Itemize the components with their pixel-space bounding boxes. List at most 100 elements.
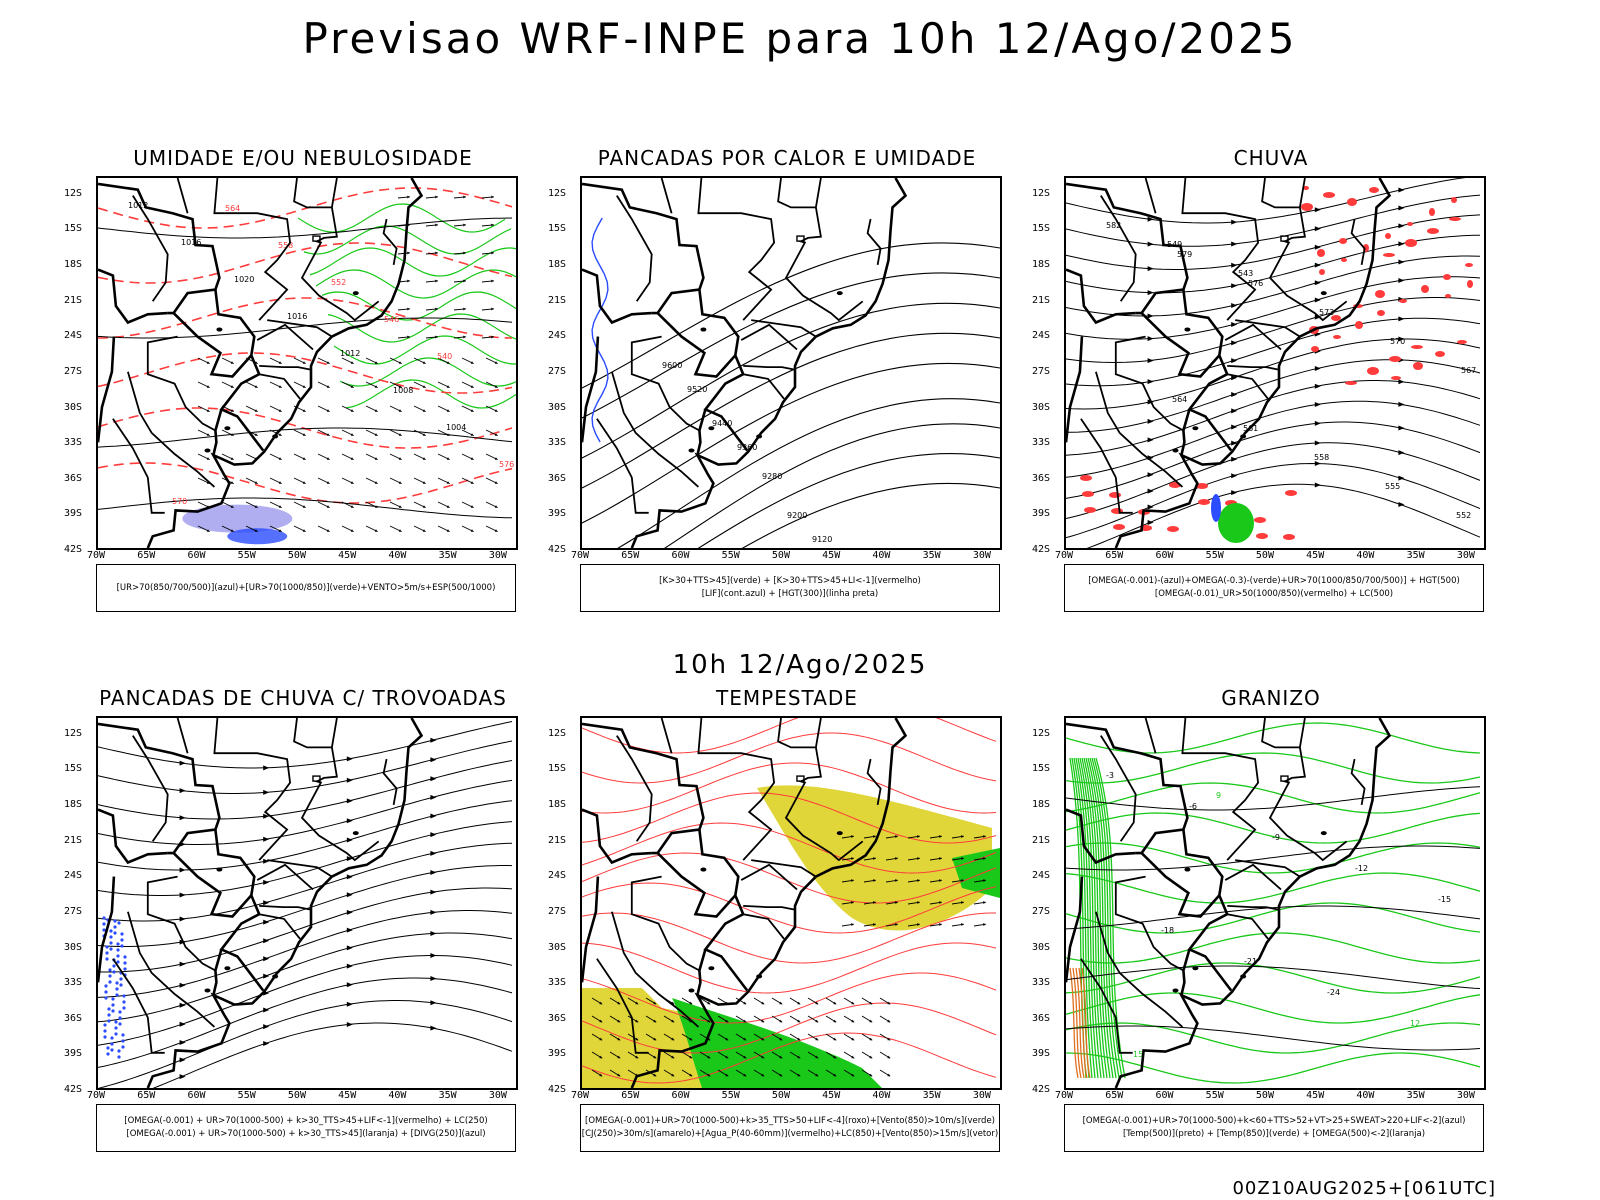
wind-vector-head	[939, 835, 942, 839]
wind-vector-head	[278, 433, 282, 436]
streamline-arrow	[346, 777, 353, 783]
country-border	[212, 949, 223, 996]
omega-humidity-area	[1445, 294, 1451, 298]
legend-line: [K>30+TTS>45](verde) + [K>30+TTS>45+LI<-…	[659, 576, 921, 586]
lon-tick-label: 55W	[237, 550, 256, 561]
wind-vector-head	[851, 901, 854, 905]
temp-label: 15	[1133, 1050, 1143, 1059]
wind-vector-head	[230, 481, 234, 484]
country-border	[582, 268, 652, 325]
contour-label: 1004	[446, 423, 466, 432]
hgt300-label: 9520	[687, 385, 707, 394]
streamline-arrow	[1147, 290, 1154, 296]
wind-vector-head	[743, 1073, 747, 1077]
wind-vector-head	[398, 433, 402, 436]
streamline-arrow	[179, 1002, 186, 1008]
hgt500-contour	[1066, 400, 1481, 478]
country-border	[582, 808, 652, 865]
wind-vector-head	[833, 1055, 837, 1059]
lat-tick-label: 33S	[63, 437, 82, 449]
wind-vector-head	[446, 361, 450, 364]
map-canvas	[582, 718, 1000, 1088]
wind-vector-head	[873, 835, 876, 839]
temp850-contour	[1066, 782, 1481, 814]
streamline-arrow	[1314, 280, 1321, 286]
streamline-arrow	[263, 938, 270, 944]
wind-vector-head	[851, 835, 854, 839]
lc250-streamline	[98, 760, 513, 820]
omega-humidity-area	[1080, 475, 1092, 481]
lake-mark	[756, 434, 763, 439]
wind-vector-head	[278, 409, 282, 412]
streamline-arrow	[263, 1007, 270, 1013]
streamline-arrow	[1231, 424, 1238, 430]
state-border	[697, 718, 776, 861]
hgt500-contour	[1066, 380, 1481, 456]
hgt300-label: 9440	[712, 419, 732, 428]
wind-vector-head	[869, 1055, 873, 1059]
streamline-arrow	[1147, 472, 1154, 478]
wind-vector-head	[707, 1019, 711, 1023]
streamline-arrow	[1314, 366, 1321, 372]
omega-humidity-area	[1323, 192, 1335, 198]
divergence-dot	[116, 954, 120, 958]
lat-tick-label: 39S	[1031, 508, 1050, 520]
lc250-streamline	[98, 740, 513, 794]
state-border	[382, 218, 398, 266]
streamline-arrow	[1314, 383, 1321, 389]
wind-vector-head	[463, 223, 466, 227]
temp850-contour	[1093, 757, 1123, 1079]
lon-tick-label: 30W	[488, 1090, 507, 1101]
temp850-contour	[1066, 872, 1481, 904]
wind-vector-head	[797, 1019, 801, 1023]
wind-vector-head	[707, 1001, 711, 1005]
divergence-dot	[123, 955, 127, 959]
streamline-arrow	[430, 870, 437, 876]
wind-vector-head	[302, 529, 306, 532]
country-border	[582, 336, 600, 443]
wind-vector-head	[278, 457, 282, 460]
wind-vector-head	[869, 1073, 873, 1077]
hgt500-label: 552	[1456, 511, 1471, 520]
wind-vector-head	[851, 879, 854, 883]
divergence-dot	[114, 1020, 118, 1024]
divergence-dot	[115, 987, 119, 991]
lat-tick-label: 15S	[1031, 763, 1050, 775]
streamline-arrow	[1398, 187, 1405, 193]
legend-line: [OMEGA(-0.001) + UR>70(1000-500) + k>30_…	[126, 1129, 486, 1139]
state-border	[1181, 718, 1260, 861]
streamline-arrow	[1147, 358, 1154, 364]
wind-vector-head	[671, 1037, 675, 1041]
omega-humidity-area	[1345, 381, 1357, 385]
lat-tick-label: 33S	[1031, 437, 1050, 449]
map-frame: 582 579 576 573 570 567 564 561 558 555 552 549 543	[1064, 176, 1486, 550]
lat-tick-label: 30S	[1031, 941, 1050, 953]
panel-granizo: GRANIZO -3 -6 -9 -12 -15 -18 -21 -24 12 15 9 12S 15S 1…	[1032, 686, 1496, 1166]
streamline-arrow	[179, 867, 186, 873]
wind-vector-head	[851, 1055, 855, 1059]
lat-tick-label: 27S	[63, 905, 82, 917]
divergence-dot	[107, 1019, 111, 1023]
wind-vector-head	[326, 361, 330, 364]
omega-humidity-area	[1301, 203, 1313, 211]
streamline-arrow	[1231, 283, 1238, 289]
state-border	[611, 911, 700, 1028]
wind-vector-head	[446, 529, 450, 532]
divergence-dot	[107, 1013, 111, 1017]
wind-vector-head	[302, 481, 306, 484]
hgt500-contour	[1066, 178, 1466, 224]
lon-tick-label: 70W	[570, 1090, 590, 1101]
streamline-arrow	[1147, 437, 1154, 443]
wind-vector-head	[206, 385, 210, 388]
temp850-contour	[1087, 757, 1114, 1079]
streamline-arrow	[263, 900, 270, 906]
state-border	[777, 178, 816, 209]
wind-vector-head	[435, 251, 438, 255]
streamline-arrow	[1147, 418, 1154, 424]
wind-vector-head	[873, 923, 876, 927]
wind-vector-head	[435, 195, 438, 199]
temp500-contour	[1066, 1025, 1481, 1051]
wind-vector-head	[374, 529, 378, 532]
wind-vector-head	[983, 923, 986, 927]
lon-tick-label: 60W	[187, 550, 206, 561]
